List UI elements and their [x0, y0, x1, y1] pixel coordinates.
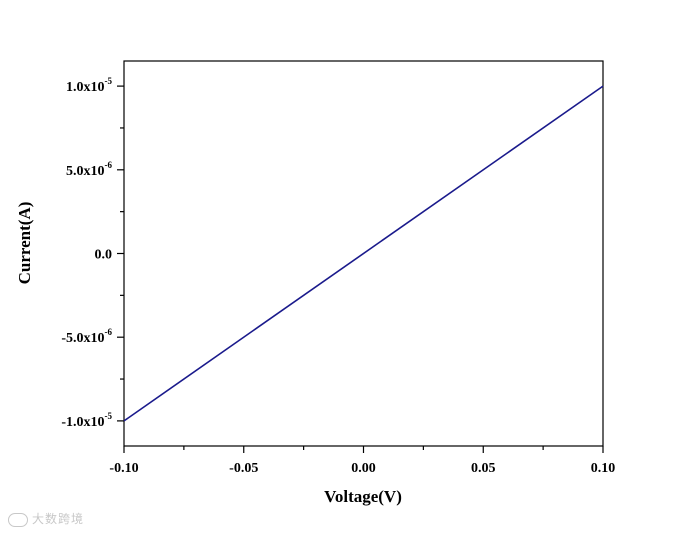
watermark-text: 大数跨境 — [32, 512, 85, 526]
y-tick-label: 5.0x10-6 — [66, 160, 112, 179]
x-tick-label: 0.05 — [471, 461, 496, 476]
y-tick-label: 1.0x10-5 — [66, 76, 112, 95]
y-tick-label: -1.0x10-5 — [61, 411, 112, 430]
x-axis-title: Voltage(V) — [324, 487, 402, 506]
x-tick-label: -0.05 — [229, 461, 258, 476]
ticks-group — [117, 85, 604, 453]
series-group — [123, 85, 604, 422]
watermark-logo-icon — [8, 512, 28, 527]
y-tick-label: -5.0x10-6 — [61, 327, 112, 346]
x-tick-label: -0.10 — [109, 461, 138, 476]
watermark: 大数跨境 — [8, 510, 84, 527]
x-tick-label: 0.00 — [351, 461, 376, 476]
y-axis-title: Current(A) — [15, 202, 34, 285]
tick-labels-group: -0.10 -0.05 0.00 0.05 0.10 1.0x10-5 5.0x10-6 0.… — [61, 76, 615, 476]
y-tick-label: 0.0 — [95, 248, 113, 263]
series-line — [123, 85, 604, 422]
x-tick-label: 0.10 — [591, 461, 616, 476]
